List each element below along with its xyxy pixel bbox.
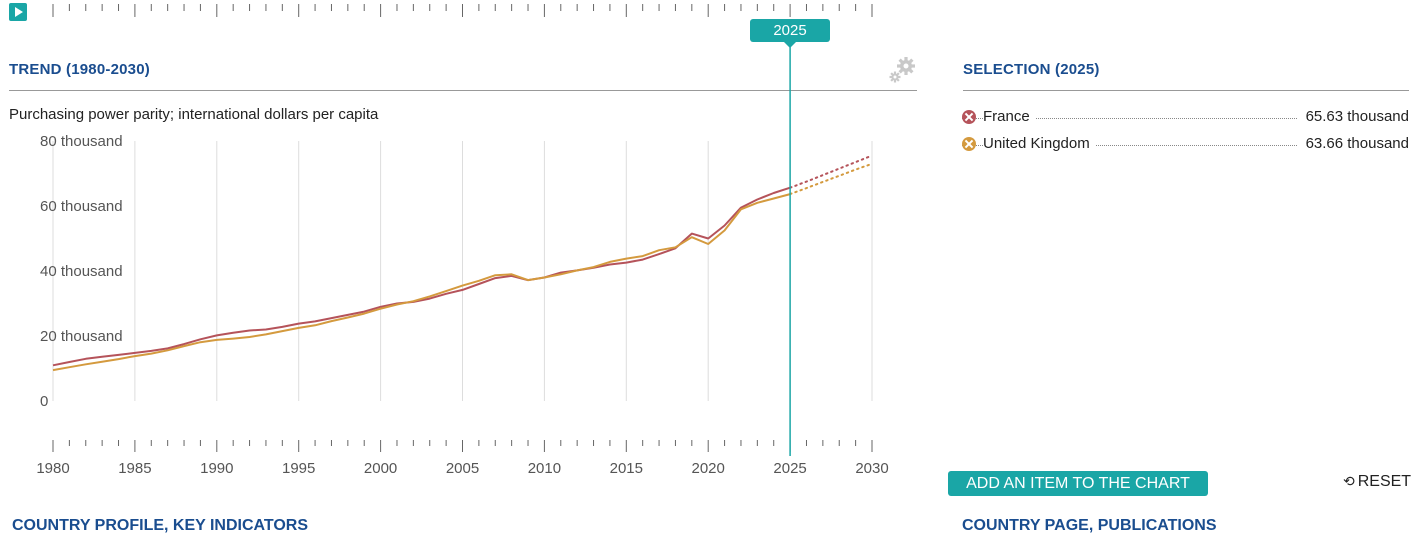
gear-icon[interactable] xyxy=(886,54,918,86)
legend-item-united-kingdom[interactable]: United Kingdom 63.66 thousand xyxy=(962,134,1409,156)
remove-united-kingdom-icon[interactable] xyxy=(962,137,976,151)
reset-button[interactable]: ⟲ RESET xyxy=(1343,473,1411,491)
x-tick-label: 2000 xyxy=(364,460,397,477)
x-tick-label: 2020 xyxy=(692,460,725,477)
series-line-united-kingdom xyxy=(52,193,791,372)
y-tick-label: 60 thousand xyxy=(40,198,123,215)
play-button[interactable] xyxy=(9,3,27,21)
leader-dots xyxy=(962,118,1409,119)
x-tick-label: 1990 xyxy=(200,460,233,477)
y-tick-label: 20 thousand xyxy=(40,328,123,345)
series-projection-united-kingdom xyxy=(789,162,873,196)
remove-france-icon[interactable] xyxy=(962,110,976,124)
y-tick-label: 40 thousand xyxy=(40,263,123,280)
legend-name: France xyxy=(983,107,1036,127)
trend-divider xyxy=(9,90,917,91)
x-tick-label: 1980 xyxy=(36,460,69,477)
y-tick-label: 80 thousand xyxy=(40,133,123,150)
reset-label: RESET xyxy=(1357,473,1412,490)
x-tick-label: 1995 xyxy=(282,460,315,477)
chart-subtitle: Purchasing power parity; international d… xyxy=(9,106,379,123)
add-item-button[interactable]: ADD AN ITEM TO THE CHART xyxy=(948,471,1208,496)
selection-divider xyxy=(963,90,1409,91)
year-badge[interactable]: 2025 xyxy=(750,19,830,48)
series-line-france xyxy=(52,186,791,367)
x-tick-label: 2010 xyxy=(528,460,561,477)
legend-name: United Kingdom xyxy=(983,134,1096,154)
series-projection-france xyxy=(789,154,873,189)
y-tick-label: 0 xyxy=(40,393,48,410)
country-profile-link[interactable]: COUNTRY PROFILE, KEY INDICATORS xyxy=(12,517,309,534)
legend-item-france[interactable]: France 65.63 thousand xyxy=(962,107,1409,129)
trend-title: TREND (1980-2030) xyxy=(9,61,150,78)
leader-dots xyxy=(962,145,1409,146)
x-tick-label: 2030 xyxy=(855,460,888,477)
selection-title: SELECTION (2025) xyxy=(963,61,1100,78)
trend-chart: 0 20 thousand 40 thousand 60 thousand 80 tho… xyxy=(36,4,889,477)
x-tick-label: 2005 xyxy=(446,460,479,477)
legend-value: 63.66 thousand xyxy=(1297,134,1409,154)
reset-icon: ⟲ xyxy=(1343,473,1355,489)
country-page-link[interactable]: COUNTRY PAGE, PUBLICATIONS xyxy=(962,517,1217,534)
x-tick-label: 2025 xyxy=(773,460,806,477)
legend-value: 65.63 thousand xyxy=(1297,107,1409,127)
x-tick-label: 2015 xyxy=(610,460,643,477)
x-tick-label: 1985 xyxy=(118,460,151,477)
